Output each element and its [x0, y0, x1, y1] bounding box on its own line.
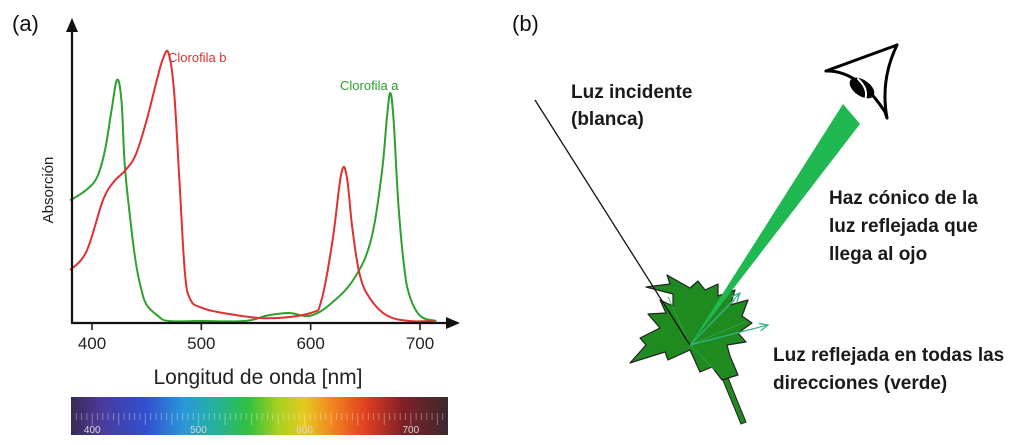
x-ticks: 400 500 600 700	[78, 323, 434, 353]
spectrum-tick-label: 700	[402, 425, 419, 436]
series-line-clorofila-b	[69, 49, 435, 323]
leaf-icon	[629, 274, 753, 381]
x-tick-label: 400	[78, 334, 106, 353]
reflected-label-line-1: Luz reflejada en todas las	[773, 345, 1005, 366]
y-axis-label: Absorción	[40, 157, 57, 224]
cone-label-line-2: luz reflejada que	[829, 216, 978, 237]
incident-light-label: Luz incidente (blanca)	[571, 79, 692, 133]
leaf-reflection-diagram	[534, 43, 899, 425]
spectrum-gradient	[71, 397, 448, 435]
leaf-stem	[721, 374, 747, 425]
reflected-arrow-right	[689, 325, 768, 346]
spectrum-tick-label: 400	[84, 425, 101, 436]
panel-a-label: (a)	[12, 11, 39, 36]
spectrum-lines	[75, 413, 444, 425]
incident-light-ray	[534, 99, 691, 346]
eye-icon	[824, 43, 899, 120]
x-axis-arrowhead	[446, 317, 460, 329]
x-tick-label: 700	[406, 334, 434, 353]
color-spectrum-bar: 400 500 600 700	[71, 397, 448, 436]
spectrum-ticks: 400 500 600 700	[84, 425, 420, 436]
panel-b-label: (b)	[512, 11, 539, 36]
cone-label: Haz cónico de la luz reflejada que llega…	[829, 185, 978, 269]
curves-group	[69, 49, 437, 323]
clorofila-a-label: Clorofila a	[340, 78, 399, 93]
reflected-light-label: Luz reflejada en todas las direcciones (…	[773, 342, 1004, 398]
incident-light-line-2: (blanca)	[571, 109, 644, 130]
x-axis-label: Longitud de onda [nm]	[154, 366, 363, 389]
reflected-light-cone	[690, 104, 860, 345]
spectrum-tick-label: 600	[296, 425, 313, 436]
spectrum-tick-label: 500	[190, 425, 207, 436]
reflected-label-line-2: direcciones (verde)	[773, 373, 948, 394]
leaf-veins	[667, 296, 746, 371]
x-tick-label: 600	[296, 334, 324, 353]
clorofila-b-label: Clorofila b	[168, 50, 227, 65]
absorption-chart: 400 500 600 700 Clorofila b Clorofila a Abs…	[40, 18, 460, 389]
cone-label-line-3: llega al ojo	[829, 244, 928, 265]
incident-light-line-1: Luz incidente	[571, 82, 693, 103]
y-axis-arrowhead	[66, 18, 78, 32]
series-line-clorofila-a	[69, 78, 437, 323]
reflected-arrow-up	[689, 293, 740, 346]
cone-label-line-1: Haz cónico de la	[829, 188, 978, 209]
x-tick-label: 500	[187, 334, 215, 353]
